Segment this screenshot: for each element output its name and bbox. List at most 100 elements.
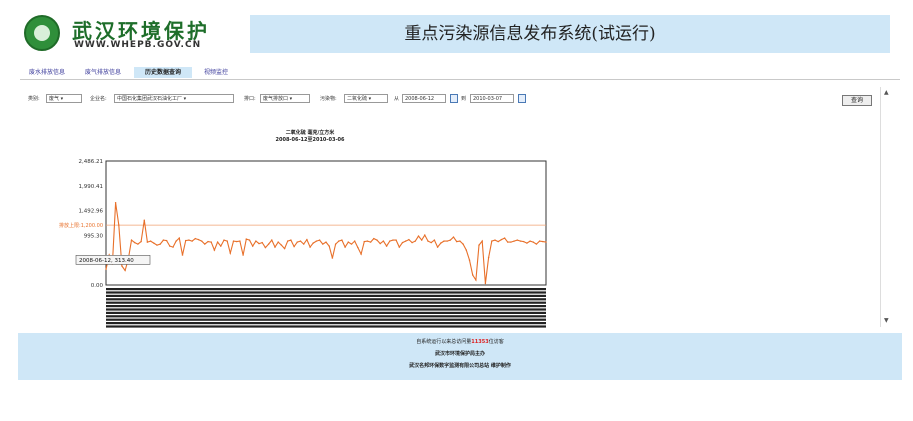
sponsor: 武汉市环境保护局主办 xyxy=(434,351,485,357)
data-point xyxy=(379,242,381,245)
data-point xyxy=(395,239,397,241)
data-point xyxy=(462,243,464,245)
visit-suffix: 位访客 xyxy=(488,339,504,345)
data-point xyxy=(118,224,120,226)
data-point xyxy=(433,239,436,241)
data-point xyxy=(491,240,493,242)
to-label: 到 xyxy=(461,96,467,102)
data-point xyxy=(328,245,330,247)
data-point xyxy=(510,241,512,243)
data-point xyxy=(220,245,222,247)
data-point xyxy=(114,202,117,204)
scroll-down-icon[interactable]: ▼ xyxy=(884,317,889,324)
data-point xyxy=(172,246,174,248)
data-point xyxy=(369,241,372,243)
data-point xyxy=(338,240,340,242)
calendar-icon[interactable] xyxy=(450,94,458,103)
data-point xyxy=(360,253,362,255)
logo[interactable]: 武汉环境保护 WWW.WHEPB.GOV.CN xyxy=(18,9,242,57)
data-point xyxy=(274,246,276,248)
data-point xyxy=(185,239,187,242)
x-tick-label-row xyxy=(106,322,546,325)
y-tick-label: 1,492.96 xyxy=(79,209,104,215)
data-point xyxy=(507,241,509,243)
company-label: 企业名: xyxy=(90,96,107,102)
to-date-input[interactable]: 2010-03-07 xyxy=(470,94,514,103)
data-point xyxy=(494,239,496,241)
scrollbar[interactable]: ▲ ▼ xyxy=(880,87,893,327)
data-point xyxy=(446,240,448,242)
x-tick-label-row xyxy=(106,315,546,318)
pollutant-label: 污染物: xyxy=(320,96,337,102)
outlet-select[interactable]: 废气排放口 ▾ xyxy=(260,94,310,103)
data-point xyxy=(385,245,388,247)
data-point xyxy=(258,242,260,245)
tab-wastewater[interactable]: 废水排放信息 xyxy=(28,69,65,76)
data-point xyxy=(239,240,241,242)
x-tick-label-row xyxy=(106,318,546,321)
tab-waste-gas[interactable]: 废气排放信息 xyxy=(84,69,121,76)
data-point xyxy=(165,239,168,242)
data-point xyxy=(236,240,238,243)
data-point xyxy=(280,244,283,246)
title-bar: 重点污染源信息发布系统(试运行) xyxy=(250,15,890,53)
data-point xyxy=(191,240,193,242)
data-point xyxy=(427,240,429,242)
data-point xyxy=(363,240,365,243)
scroll-up-icon[interactable]: ▲ xyxy=(884,89,889,96)
app-frame: 武汉环境保护 WWW.WHEPB.GOV.CN 重点污染源信息发布系统(试运行)… xyxy=(10,5,903,416)
data-point xyxy=(121,265,123,267)
tab-history[interactable]: 历史数据查询 xyxy=(134,67,192,78)
data-point xyxy=(213,249,216,251)
x-tick-label-row xyxy=(106,298,546,301)
type-select[interactable]: 废气 ▾ xyxy=(46,94,82,103)
header: 武汉环境保护 WWW.WHEPB.GOV.CN 重点污染源信息发布系统(试运行) xyxy=(10,5,903,57)
chart-subtitle: 2008-06-12至2010-03-06 xyxy=(275,137,345,143)
x-tick-label-row xyxy=(106,311,546,314)
x-axis-labels xyxy=(106,288,546,328)
data-point xyxy=(535,243,538,245)
data-point xyxy=(405,240,407,242)
company-select[interactable]: 中国石化集团武汉石油化工厂 ▾ xyxy=(114,94,234,103)
data-point xyxy=(315,240,318,242)
y-tick-label: 0.00 xyxy=(91,283,104,289)
chart: 2,486.211,990.411,492.96995.30497.650.00… xyxy=(59,159,547,328)
data-point xyxy=(430,241,432,244)
data-point xyxy=(287,240,289,242)
data-point xyxy=(449,239,451,241)
x-tick-label-row xyxy=(106,308,546,311)
calendar-icon[interactable] xyxy=(518,94,526,103)
data-point xyxy=(201,240,203,242)
maintainer: 武汉名邦环保数字监测有限公司总站 维护制作 xyxy=(409,363,511,369)
from-date-input[interactable]: 2008-06-12 xyxy=(402,94,446,103)
data-point xyxy=(472,274,474,276)
data-point xyxy=(293,245,295,248)
data-point xyxy=(538,240,541,242)
x-tick-label-row xyxy=(106,301,546,304)
data-point xyxy=(354,240,356,242)
data-point xyxy=(229,252,231,254)
data-point xyxy=(134,241,136,244)
data-point xyxy=(216,241,219,243)
data-point xyxy=(376,239,378,241)
data-point xyxy=(210,241,212,243)
query-button[interactable]: 查询 xyxy=(842,95,872,106)
data-point xyxy=(146,241,149,243)
data-point xyxy=(519,240,522,242)
data-point xyxy=(484,282,487,285)
visit-prefix: 自系统运行以来总访问量 xyxy=(416,339,472,345)
data-point xyxy=(318,239,321,241)
tooltip-text: 2008-06-12, 313.40 xyxy=(79,258,134,264)
data-point xyxy=(408,238,410,241)
data-point xyxy=(242,254,244,256)
data-point xyxy=(443,240,445,242)
data-point xyxy=(481,240,483,242)
query-bar: 类别: 废气 ▾ 企业名: 中国石化集团武汉石油化工厂 ▾ 排口: 废气排放口 … xyxy=(20,93,890,107)
tab-video[interactable]: 视频监控 xyxy=(203,69,228,76)
data-point xyxy=(178,237,180,239)
data-point xyxy=(545,241,547,243)
pollutant-select[interactable]: 二氧化硫 ▾ xyxy=(344,94,388,103)
data-point xyxy=(344,246,346,248)
data-point xyxy=(156,244,158,246)
data-point xyxy=(421,239,423,241)
